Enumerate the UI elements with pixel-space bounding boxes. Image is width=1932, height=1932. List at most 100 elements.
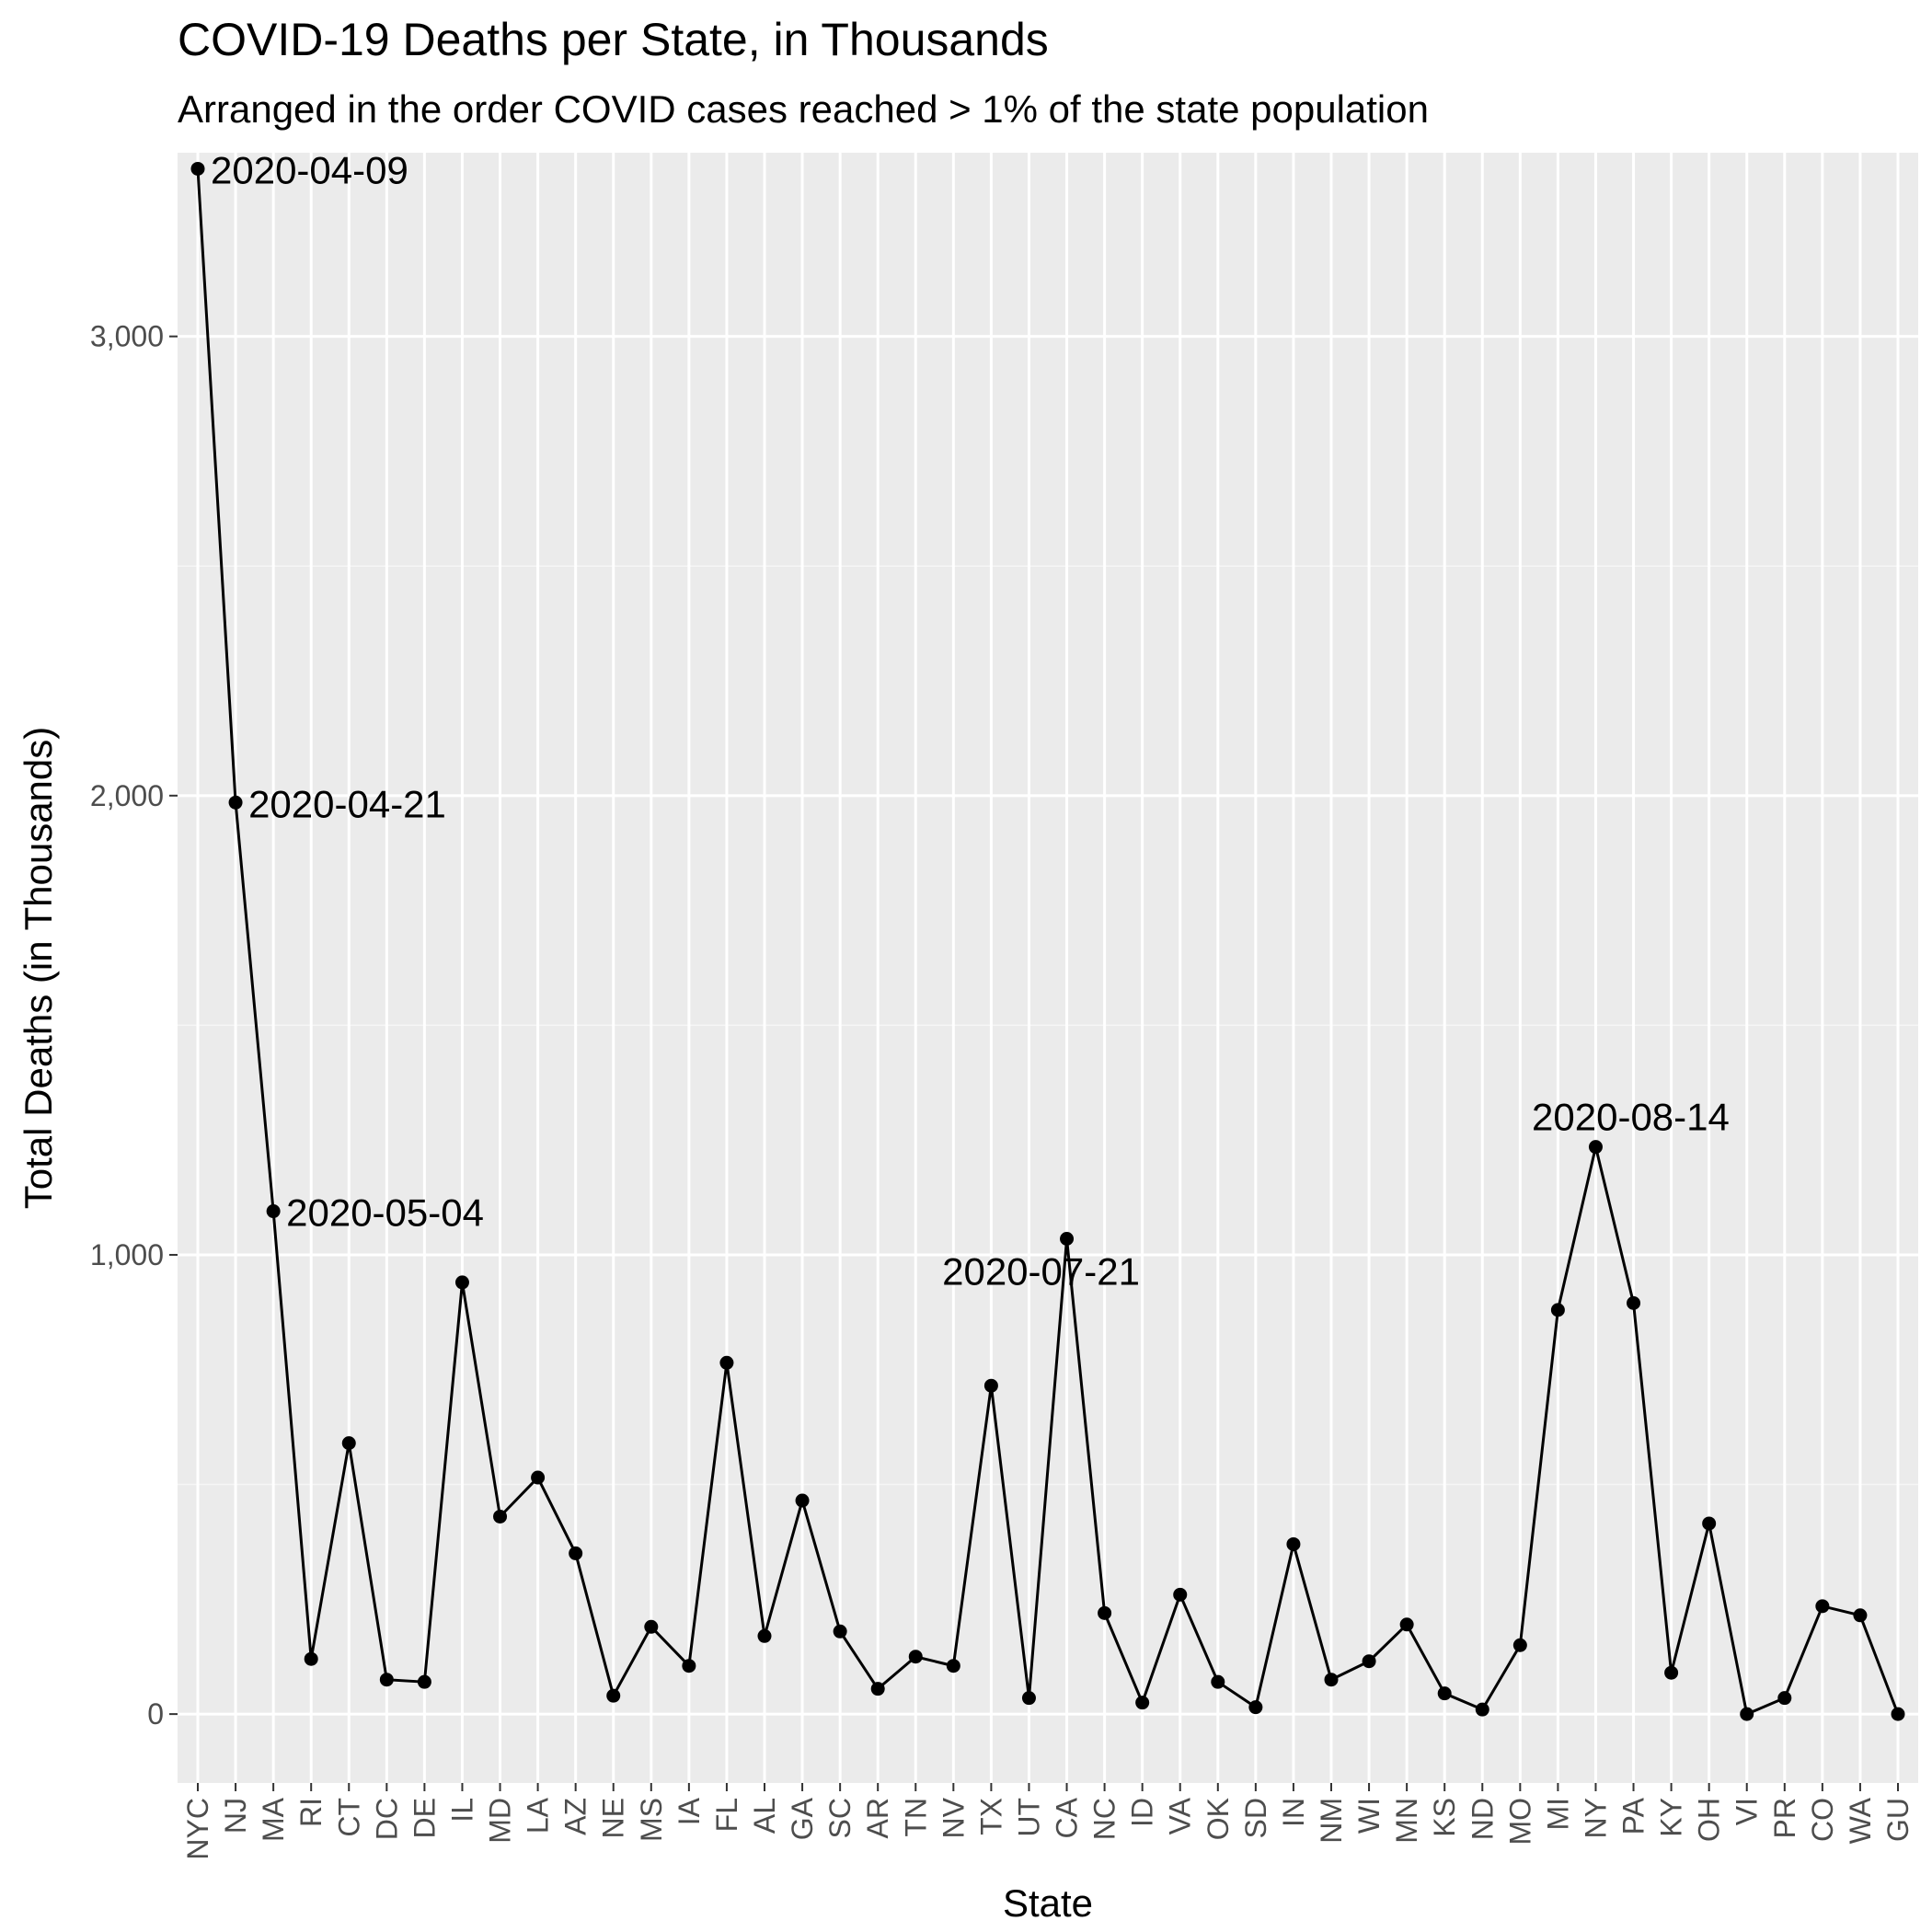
- x-tick-label: IN: [1277, 1798, 1310, 1827]
- data-point: [1399, 1617, 1414, 1632]
- data-point: [870, 1682, 885, 1696]
- x-tick-label: UT: [1012, 1798, 1045, 1837]
- x-tick-label: WI: [1352, 1798, 1386, 1834]
- series-layer: [190, 161, 1905, 1721]
- x-tick-label: ID: [1126, 1798, 1159, 1827]
- data-point: [719, 1355, 734, 1370]
- data-point: [1815, 1599, 1830, 1614]
- data-point: [983, 1378, 998, 1393]
- data-point: [682, 1659, 696, 1673]
- y-tick-label: 1,000: [90, 1238, 164, 1271]
- data-point: [1740, 1707, 1754, 1721]
- y-tick-label: 0: [147, 1697, 164, 1731]
- x-tick-label: SD: [1239, 1798, 1272, 1838]
- x-tick-label: MN: [1390, 1798, 1423, 1844]
- x-tick-label: DE: [408, 1798, 441, 1838]
- data-point: [1512, 1638, 1527, 1652]
- x-tick-label: CO: [1806, 1798, 1839, 1842]
- x-tick-label: NC: [1088, 1798, 1121, 1840]
- x-tick-label: ND: [1466, 1798, 1499, 1840]
- data-point: [1588, 1140, 1603, 1155]
- x-tick-label: KS: [1428, 1798, 1461, 1837]
- data-point: [1777, 1691, 1792, 1706]
- data-point: [266, 1204, 281, 1219]
- x-tick-label: DC: [370, 1798, 403, 1840]
- data-point: [454, 1275, 469, 1290]
- data-point: [1286, 1536, 1301, 1551]
- data-point: [1437, 1686, 1452, 1701]
- data-point: [569, 1546, 583, 1560]
- data-point: [1475, 1702, 1489, 1717]
- x-tick-label: SC: [823, 1798, 857, 1838]
- y-tick-label: 2,000: [90, 779, 164, 812]
- data-point: [1211, 1674, 1225, 1689]
- annotation-layer: 2020-04-09 2020-04-21 2020-05-04 2020-07-21…: [211, 148, 1730, 1293]
- x-tick-label: NY: [1579, 1798, 1612, 1838]
- data-point: [341, 1436, 356, 1451]
- point-annotation: 2020-07-21: [942, 1250, 1140, 1294]
- plot-panel: [178, 153, 1918, 1783]
- x-tick-label: VI: [1731, 1798, 1764, 1825]
- data-point: [228, 795, 243, 810]
- point-annotation: 2020-08-14: [1532, 1096, 1730, 1139]
- data-point: [1362, 1654, 1376, 1669]
- data-point: [833, 1624, 847, 1639]
- x-tick-label: PA: [1617, 1797, 1650, 1834]
- data-point: [606, 1688, 621, 1703]
- point-annotation: 2020-04-09: [211, 148, 408, 191]
- x-tick-label: NYC: [181, 1798, 214, 1860]
- x-tick-label: GU: [1881, 1798, 1915, 1842]
- x-tick-label: TN: [899, 1798, 932, 1837]
- data-point: [946, 1659, 960, 1673]
- x-tick-label: FL: [710, 1798, 743, 1832]
- data-point: [493, 1509, 508, 1524]
- data-point: [1173, 1587, 1188, 1602]
- x-tick-label: TX: [974, 1798, 1007, 1835]
- x-tick-label: IL: [445, 1798, 478, 1823]
- x-tick-label: CT: [332, 1798, 365, 1837]
- major-gridlines: [178, 153, 1918, 1783]
- data-point: [417, 1674, 431, 1689]
- data-point: [1627, 1295, 1641, 1310]
- x-tick-label: VA: [1164, 1797, 1197, 1834]
- data-point: [1702, 1516, 1717, 1531]
- data-point: [1853, 1608, 1868, 1623]
- series-line: [196, 168, 1900, 1717]
- x-axis: NYC NJ MA RI CT DC DE IL MD LA AZ NE MS IA FL AL GA SC AR T…: [181, 1783, 1915, 1860]
- y-axis: 0 1,000 2,000 3,000: [90, 320, 178, 1731]
- data-point: [1550, 1303, 1565, 1317]
- x-tick-label: AL: [748, 1798, 781, 1834]
- x-tick-label: GA: [786, 1797, 819, 1840]
- x-tick-label: WA: [1844, 1797, 1877, 1844]
- data-point: [304, 1651, 318, 1666]
- x-tick-label: PR: [1768, 1798, 1801, 1838]
- x-tick-label: OH: [1693, 1798, 1726, 1842]
- data-point: [1248, 1700, 1263, 1715]
- x-tick-label: NE: [597, 1798, 630, 1838]
- x-tick-label: MA: [257, 1797, 290, 1842]
- data-point: [795, 1493, 810, 1508]
- x-tick-label: NV: [937, 1797, 970, 1838]
- data-point: [1098, 1605, 1112, 1620]
- x-tick-label: OK: [1202, 1798, 1235, 1840]
- x-tick-label: NJ: [219, 1798, 252, 1834]
- x-tick-label: MI: [1541, 1798, 1574, 1831]
- point-annotation: 2020-05-04: [286, 1191, 484, 1235]
- data-point: [379, 1673, 394, 1687]
- x-tick-label: MD: [484, 1798, 517, 1844]
- y-tick-label: 3,000: [90, 320, 164, 353]
- point-annotation: 2020-04-21: [248, 782, 446, 825]
- data-point: [1664, 1665, 1679, 1680]
- x-tick-label: IA: [673, 1797, 706, 1825]
- x-tick-label: AR: [861, 1798, 894, 1838]
- data-point: [1021, 1691, 1036, 1706]
- data-point: [531, 1470, 546, 1485]
- x-tick-label: KY: [1655, 1798, 1688, 1837]
- x-tick-label: AZ: [559, 1798, 592, 1835]
- x-tick-label: CA: [1051, 1797, 1084, 1838]
- chart-title: COVID-19 Deaths per State, in Thousands: [178, 14, 1049, 65]
- data-point: [1324, 1673, 1339, 1687]
- data-point: [757, 1628, 772, 1643]
